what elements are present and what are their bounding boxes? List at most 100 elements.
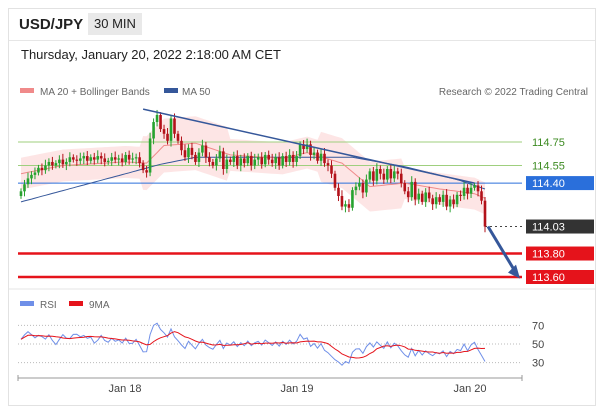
candle-body [333,173,337,188]
rsi-legend-swatch [20,301,34,306]
rsi-panel: 70 50 30 [18,320,544,370]
candle-body [246,156,250,164]
candle-body [291,154,295,162]
chart-header: USD/JPY 30 MIN [9,9,595,41]
candle-body [40,167,44,171]
candle-body [358,183,361,187]
candle-body [445,194,448,207]
candle-body [417,193,421,200]
forecast-arrow-shaft [486,225,519,276]
candle-body [229,159,232,162]
candle-body [204,145,208,158]
candle-body [194,154,197,162]
candle-body [441,194,445,202]
candle-body [218,151,222,159]
candle-body [281,156,284,166]
candle-body [438,197,441,202]
rsi-tick-label: 30 [532,358,544,370]
candle-body [323,153,326,164]
candle-body [469,187,473,194]
candle-body [326,163,330,166]
candle-body [110,157,114,161]
candle-body [131,158,134,160]
candle-body [305,144,309,150]
candle-body [166,133,169,141]
forecast-arrow-head [508,264,520,279]
candle-body [75,159,79,161]
candle-body [148,138,152,173]
level-label-113.80: 113.80 [532,249,565,261]
level-label-114.55: 114.55 [532,160,565,172]
candle-body [99,156,103,159]
x-axis: Jan 18 Jan 19 Jan 20 [17,375,523,395]
candle-body [427,192,431,199]
candle-body [483,200,487,227]
trendline [142,108,475,184]
candle-body [406,191,410,198]
candle-body [82,156,86,159]
candle-body [351,190,354,208]
candle-body [476,185,480,192]
candle-body [159,115,162,130]
candle-body [211,161,215,166]
candle-body [26,178,30,185]
candle-body [96,156,100,160]
candle-body [61,159,65,165]
candle-body [187,147,190,158]
level-badge-113.60 [526,270,594,284]
rsi-tick-label: 70 [532,320,544,332]
level-label-113.60: 113.60 [532,272,565,284]
candle-body [274,157,277,164]
ma50-legend-swatch [164,88,178,93]
credit-label: Research © 2022 Trading Central [439,87,588,98]
level-badge-113.80 [526,246,594,261]
candle-body [420,193,424,202]
candle-body [44,165,47,171]
level-badge-114.40 [526,176,594,191]
candle-body [462,187,466,196]
candle-body [79,158,82,161]
level-badge-114.03 [526,219,594,234]
candle-body [396,171,400,174]
candle-body [65,161,68,165]
candle-body [277,157,281,166]
candle-body [197,152,201,162]
candle-body [249,156,253,166]
candle-body [138,157,141,164]
x-tick-label: Jan 20 [453,383,486,395]
level-label-114.40: 114.40 [532,178,565,190]
candle-body [368,171,372,180]
rsi-legend-label: RSI [40,300,57,311]
candle-body [113,157,117,160]
timeframe-badge[interactable]: 30 MIN [88,13,142,35]
ma9-legend-swatch [69,301,83,306]
candle-body [253,159,257,166]
candle-body [54,163,58,166]
candle-body [340,196,344,207]
candle-body [267,154,270,160]
candle-body [106,160,110,162]
candle-body [459,194,462,196]
rsi-ma-line [20,331,486,359]
candle-body [309,144,312,155]
candle-body [173,118,176,134]
candle-body [413,181,417,200]
candle-body [316,152,319,161]
ma20-legend-swatch [20,88,34,93]
candle-body [392,171,396,179]
candle-body [337,187,340,196]
candle-body [270,159,274,164]
candle-body [256,157,260,160]
candle-body [47,161,51,166]
candle-body [424,192,427,202]
candle-body [222,151,225,169]
candle-body [23,184,26,192]
x-tick-label: Jan 19 [280,383,313,395]
candle-body [319,153,323,161]
candle-body [124,154,127,162]
candle-body [379,169,382,174]
candle-body [68,157,72,162]
ma20-line [20,142,486,199]
candle-body [354,186,358,191]
